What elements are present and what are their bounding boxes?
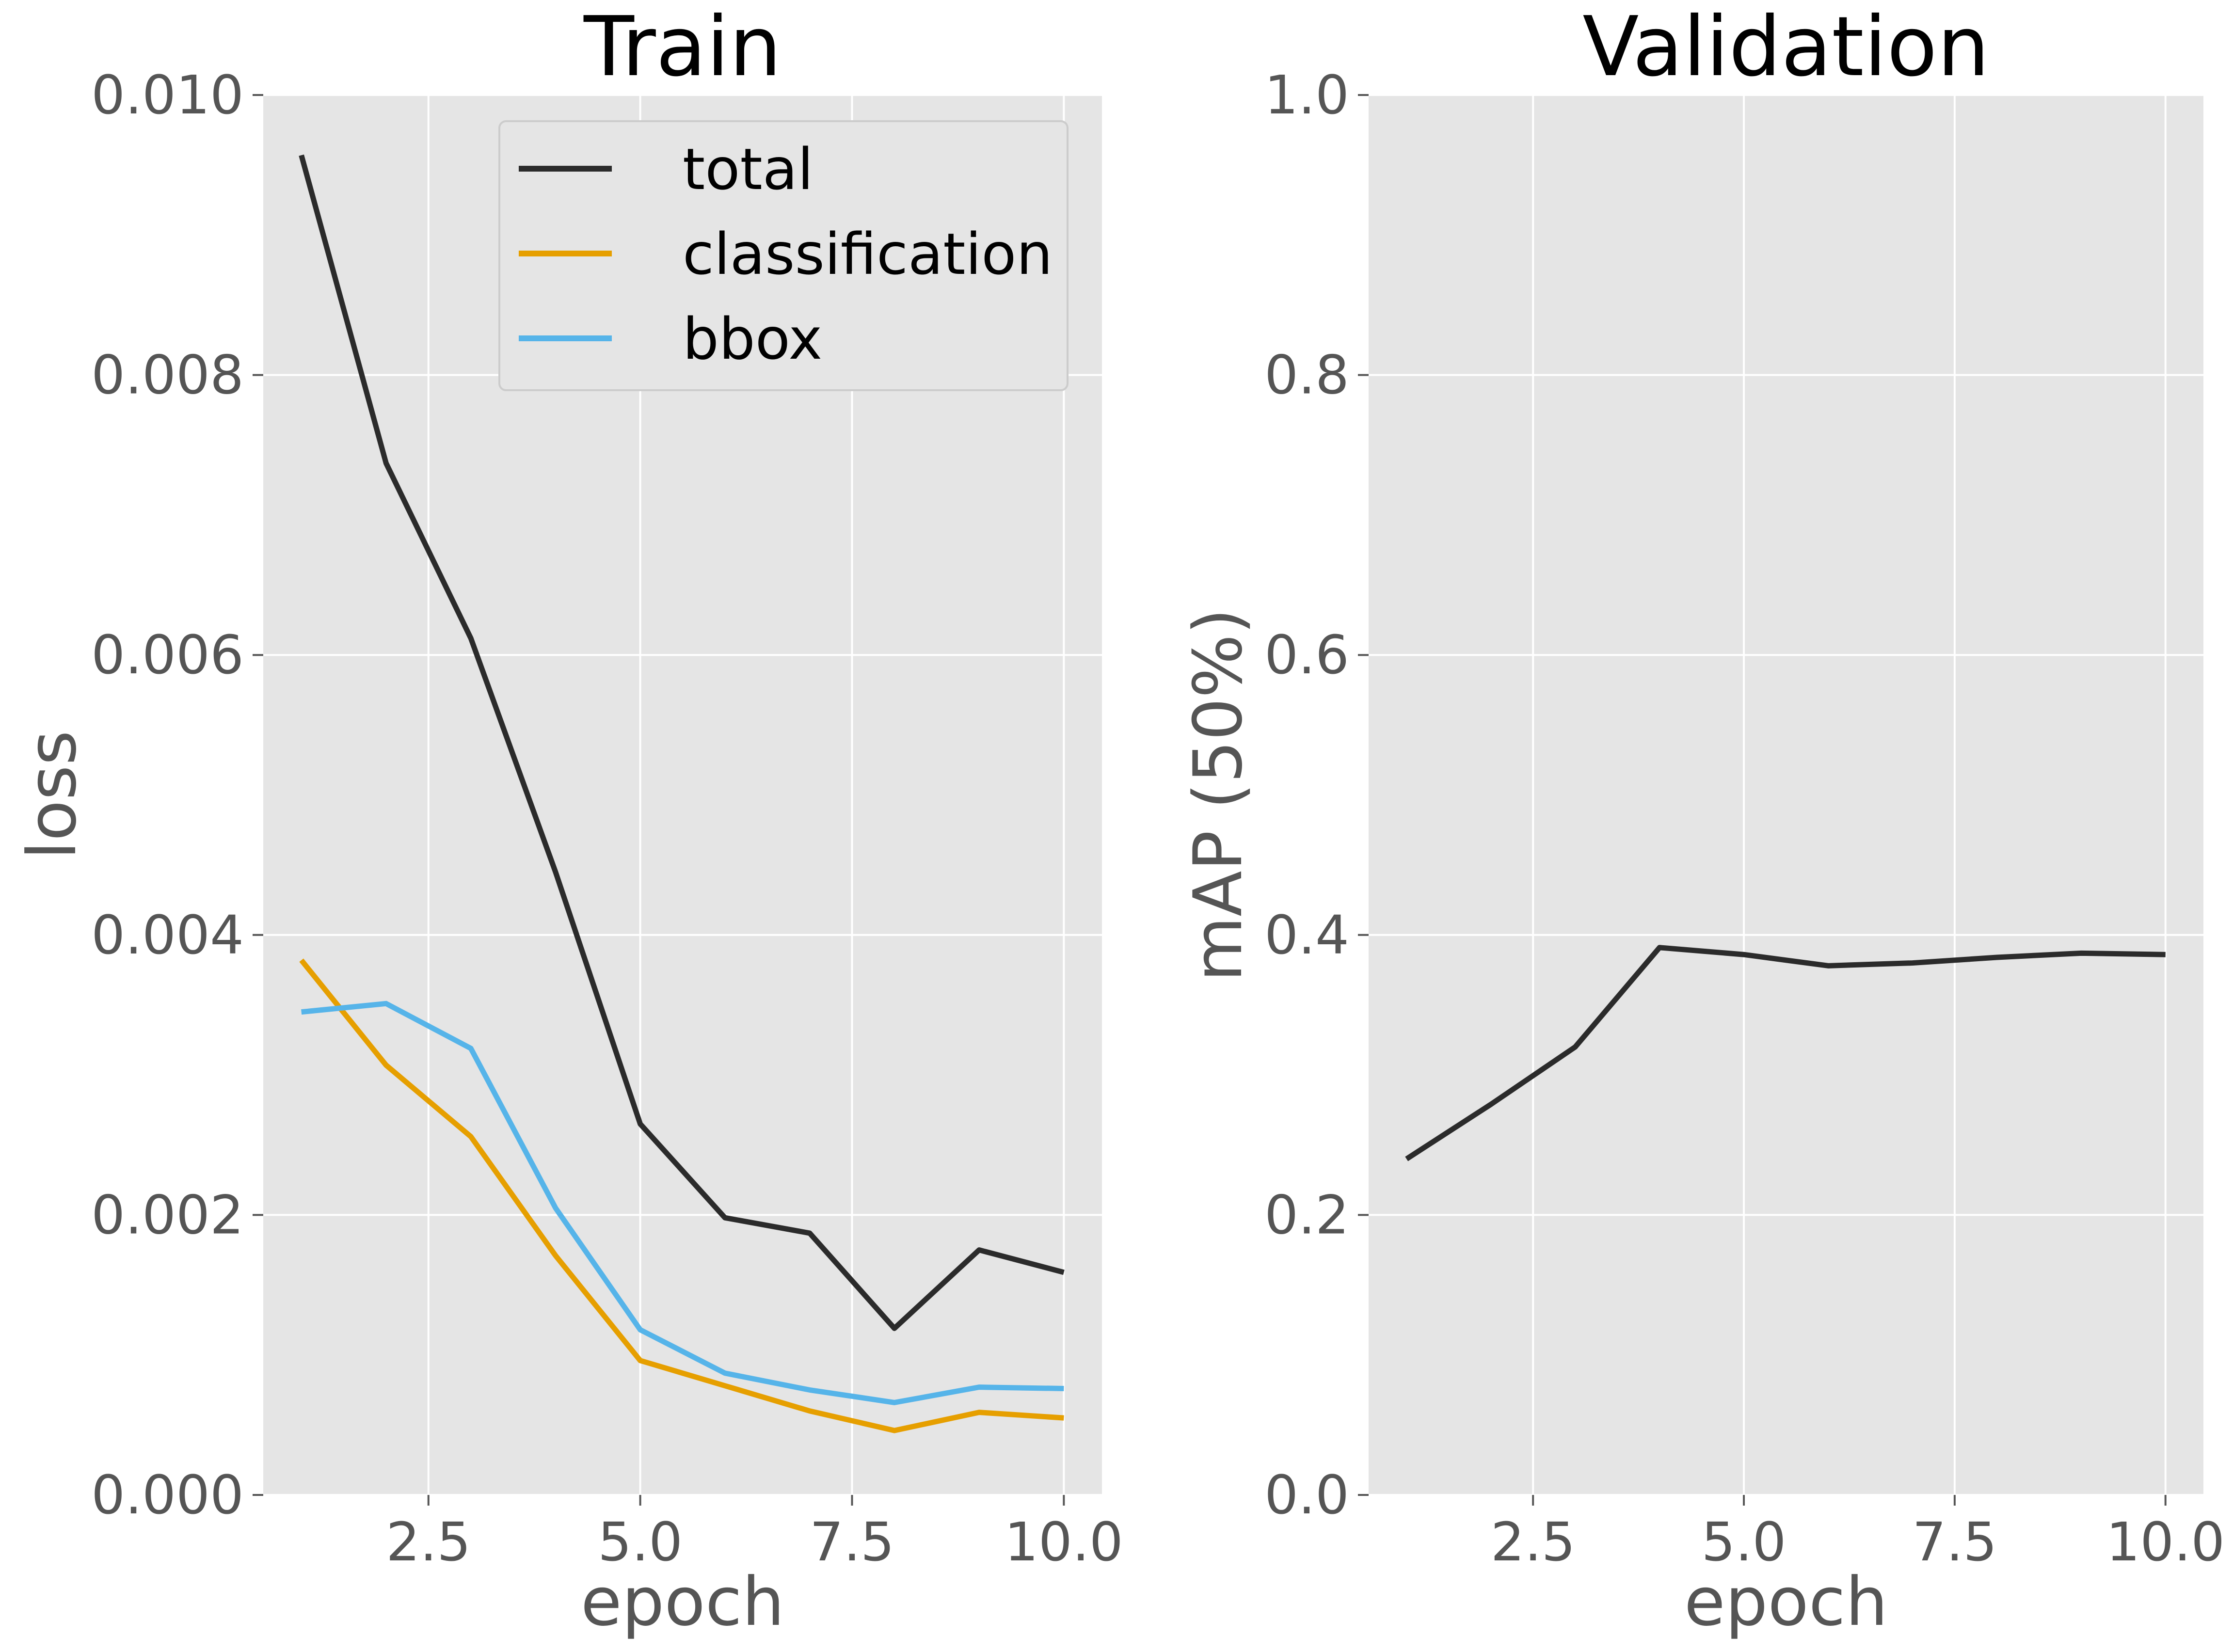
validation-title: Validation bbox=[1582, 0, 1989, 95]
train-x-tick-label: 2.5 bbox=[386, 1511, 471, 1573]
train-x-tick-label: 5.0 bbox=[598, 1511, 683, 1573]
train-y-tick-label: 0.002 bbox=[91, 1184, 244, 1246]
validation-x-tick-label: 5.0 bbox=[1702, 1511, 1786, 1573]
train-y-tick-label: 0.010 bbox=[91, 64, 244, 126]
validation-panel: 2.5 5.0 7.5 10.0 0.0 0.2 0.4 0.6 0.8 1.0 Validatio… bbox=[1179, 0, 2225, 1641]
validation-plot-area bbox=[1369, 95, 2203, 1495]
validation-y-tick-label: 1.0 bbox=[1264, 64, 1349, 126]
validation-series-map-50-line bbox=[1405, 945, 2166, 1161]
legend-label-bbox: bbox bbox=[683, 305, 822, 372]
train-series-total-line bbox=[299, 154, 1065, 1331]
validation-y-axis-label: mAP (50%) bbox=[1179, 608, 1257, 982]
train-x-tick-label: 10.0 bbox=[1005, 1511, 1123, 1573]
train-legend bbox=[498, 120, 1069, 391]
validation-y-tick-label: 0.8 bbox=[1264, 344, 1349, 406]
train-y-tick-label: 0.004 bbox=[91, 904, 244, 966]
train-x-tick-label: 7.5 bbox=[810, 1511, 894, 1573]
train-y-tick-label: 0.006 bbox=[91, 624, 244, 686]
train-series-bbox-line bbox=[301, 1001, 1064, 1405]
validation-x-tick-label: 10.0 bbox=[2106, 1511, 2225, 1573]
validation-x-tick-label: 2.5 bbox=[1491, 1511, 1576, 1573]
validation-y-tick-label: 0.2 bbox=[1264, 1184, 1349, 1246]
validation-x-axis-label: epoch bbox=[1684, 1563, 1888, 1641]
train-title: Train bbox=[583, 0, 782, 95]
train-x-axis-label: epoch bbox=[581, 1563, 784, 1641]
train-y-tick-label: 0.008 bbox=[91, 344, 244, 406]
legend-label-classification: classification bbox=[683, 221, 1053, 287]
validation-y-tick-label: 0.0 bbox=[1264, 1464, 1349, 1526]
train-y-tick-label: 0.000 bbox=[91, 1464, 244, 1526]
train-panel: 2.5 5.0 7.5 10.0 0.000 0.002 0.004 0.006 0.008 0.… bbox=[13, 0, 1123, 1641]
validation-x-tick-label: 7.5 bbox=[1912, 1511, 1997, 1573]
train-y-axis-label: loss bbox=[13, 731, 91, 860]
validation-y-tick-label: 0.6 bbox=[1264, 624, 1349, 686]
train-series-classification-line bbox=[299, 958, 1064, 1433]
validation-y-tick-label: 0.4 bbox=[1264, 904, 1349, 966]
legend-label-total: total bbox=[683, 136, 813, 203]
